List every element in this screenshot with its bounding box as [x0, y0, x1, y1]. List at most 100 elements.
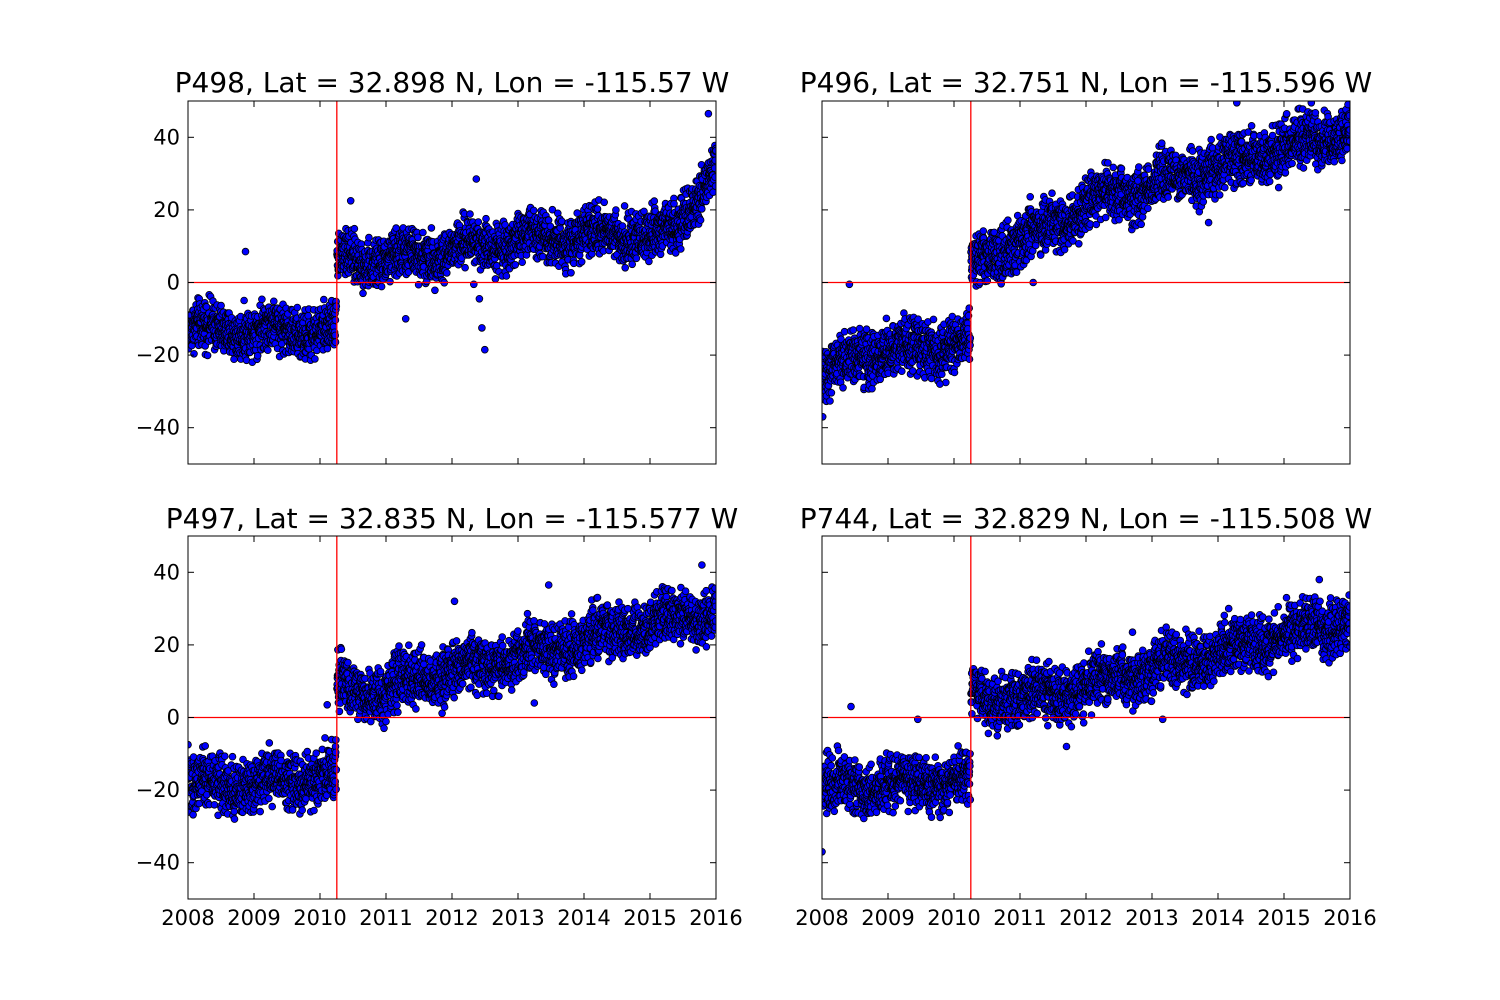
data-point — [331, 338, 340, 346]
data-point — [557, 217, 566, 226]
outlier-point — [475, 294, 484, 303]
data-point — [293, 303, 302, 312]
data-point — [621, 263, 629, 272]
data-point — [419, 228, 427, 237]
data-point — [502, 272, 511, 280]
y-tick-label: −20 — [136, 343, 180, 367]
data-point — [1117, 164, 1126, 173]
data-point — [190, 349, 198, 358]
data-point — [966, 341, 974, 350]
data-point — [311, 355, 319, 363]
subplot-title: P498, Lat = 32.898 N, Lon = -115.57 W — [175, 66, 730, 99]
data-point — [927, 374, 936, 383]
data-point — [1036, 251, 1045, 259]
data-point — [1026, 193, 1034, 201]
data-point — [202, 303, 211, 311]
data-point — [710, 164, 716, 172]
data-point — [529, 206, 538, 215]
data-point — [304, 311, 313, 320]
data-point — [414, 233, 422, 242]
subplot-p496: P496, Lat = 32.751 N, Lon = -115.596 W — [800, 66, 1372, 465]
data-point — [632, 254, 641, 263]
data-point — [696, 216, 705, 224]
data-point — [965, 304, 973, 313]
outlier-point — [478, 324, 486, 332]
data-point — [365, 233, 373, 242]
data-point — [1158, 139, 1166, 148]
outlier-point — [480, 345, 489, 354]
data-point — [577, 257, 586, 266]
data-point — [929, 315, 938, 324]
data-point — [897, 367, 906, 376]
data-point — [965, 355, 974, 364]
data-point — [983, 277, 992, 285]
data-point — [937, 370, 946, 379]
data-point — [377, 282, 386, 291]
subplot-title: P496, Lat = 32.751 N, Lon = -115.596 W — [800, 66, 1372, 99]
data-point — [882, 314, 891, 323]
data-point — [431, 286, 439, 295]
data-point — [1075, 240, 1083, 248]
data-point — [593, 205, 602, 213]
y-tick-label: 40 — [153, 125, 180, 149]
data-point — [263, 346, 272, 355]
data-point — [331, 316, 340, 324]
outlier-point — [401, 314, 410, 323]
data-point — [620, 202, 629, 210]
data-point — [331, 331, 340, 340]
data-point — [671, 249, 680, 257]
data-point — [826, 397, 834, 405]
data-point — [518, 258, 526, 267]
data-point — [711, 173, 716, 181]
data-point — [914, 315, 922, 324]
data-point — [253, 351, 262, 360]
data-point — [670, 200, 678, 208]
outlier-point — [346, 197, 355, 205]
data-point — [258, 295, 266, 304]
data-point — [1048, 189, 1056, 198]
data-point — [840, 327, 849, 336]
data-point — [323, 344, 332, 353]
data-point — [1012, 268, 1021, 277]
y-tick-label: 20 — [153, 198, 180, 222]
data-point — [645, 257, 653, 266]
data-point — [600, 198, 608, 207]
data-point — [1135, 163, 1143, 171]
data-point — [849, 326, 857, 334]
data-point — [676, 245, 685, 253]
data-point — [979, 227, 988, 235]
data-point — [217, 301, 225, 310]
data-point — [573, 209, 581, 217]
data-point — [997, 279, 1005, 288]
data-point — [640, 207, 648, 216]
data-point — [1137, 220, 1145, 229]
data-point — [474, 218, 483, 226]
data-point — [386, 277, 394, 286]
data-point — [1109, 163, 1118, 172]
data-point — [1144, 165, 1153, 173]
data-point — [511, 260, 520, 269]
data-point — [240, 296, 248, 305]
data-point — [711, 156, 716, 165]
data-point — [862, 325, 871, 334]
outlier-point — [241, 247, 250, 256]
data-point — [466, 210, 474, 218]
data-point — [839, 383, 847, 392]
data-point — [203, 351, 212, 360]
axes: 40 20 0 −20 −40 — [136, 100, 717, 465]
y-tick-label: 0 — [167, 271, 180, 295]
data-point — [1144, 204, 1152, 213]
data-point — [482, 214, 490, 223]
data-point — [350, 224, 359, 233]
data-point — [1101, 213, 1110, 222]
y-tick-label: −40 — [136, 416, 180, 440]
data-point — [491, 275, 500, 283]
data-point — [538, 252, 547, 261]
data-points — [188, 109, 716, 367]
data-point — [319, 295, 328, 304]
outlier-point — [472, 175, 481, 183]
data-point — [359, 289, 367, 298]
data-point — [950, 368, 959, 377]
data-point — [868, 384, 876, 393]
